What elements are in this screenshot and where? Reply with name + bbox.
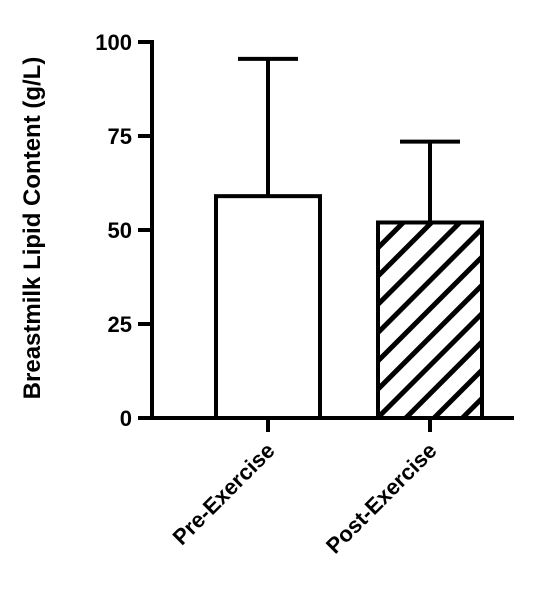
y-tick-label: 0 [120,406,132,431]
y-tick-label: 25 [108,312,132,337]
y-tick-label: 50 [108,218,132,243]
bar-post-exercise [376,220,484,420]
y-tick-label: 100 [95,30,132,55]
x-tick-label: Pre-Exercise [168,438,280,550]
bars [214,56,484,420]
x-tick-label: Post-Exercise [321,438,442,559]
y-axis-label: Breastmilk Lipid Content (g/L) [19,57,46,400]
y-tick-label: 75 [108,124,132,149]
x-axis-ticks: Pre-Exercise Post-Exercise [168,418,442,558]
bar-pre-exercise [214,194,322,420]
y-axis-ticks: 0 25 50 75 100 [95,30,152,431]
